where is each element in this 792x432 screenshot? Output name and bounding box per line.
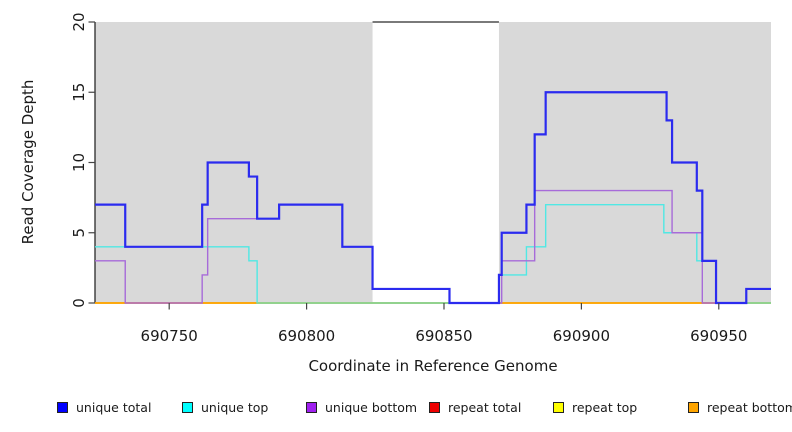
- y-tick-label: 0: [70, 298, 88, 308]
- coverage-series-lines: [95, 91, 771, 305]
- series-line-unique-top: [95, 203, 771, 304]
- legend-item-repeat-total: repeat total: [429, 398, 521, 416]
- x-tick-label: 690750: [141, 327, 198, 345]
- legend-label: unique bottom: [325, 399, 418, 415]
- shaded-region-1: [498, 22, 771, 303]
- axis-ticks-and-labels: 0 5 10 15 20 690750 690800 690850 690900 690950: [70, 12, 747, 345]
- series-line-unique-total: [95, 91, 771, 305]
- chart-legend: unique total unique top unique bottom repea…: [0, 398, 792, 420]
- legend-item-repeat-bottom: repeat bottom: [688, 398, 792, 416]
- x-tick-label: 690900: [553, 327, 610, 345]
- y-tick-label: 20: [70, 12, 88, 31]
- legend-item-unique-top: unique top: [182, 398, 268, 416]
- legend-item-unique-total: unique total: [57, 398, 151, 416]
- x-axis-title: Coordinate in Reference Genome: [308, 357, 557, 375]
- legend-label: unique top: [201, 399, 269, 415]
- shaded-target-regions: [95, 22, 771, 303]
- y-axis-title: Read Coverage Depth: [19, 80, 37, 245]
- legend-item-unique-bottom: unique bottom: [306, 398, 417, 416]
- legend-label: repeat total: [448, 399, 522, 415]
- unique-top-swatch-icon: [182, 401, 193, 413]
- repeat-total-swatch-icon: [429, 401, 440, 413]
- legend-label: repeat bottom: [707, 399, 792, 415]
- unique-total-swatch-icon: [57, 401, 68, 413]
- legend-item-repeat-top: repeat top: [553, 398, 637, 416]
- y-tick-label: 5: [70, 228, 88, 238]
- repeat-top-swatch-icon: [553, 401, 564, 413]
- x-tick-label: 690950: [690, 327, 747, 345]
- y-tick-label: 10: [70, 153, 88, 172]
- y-tick-label: 15: [70, 83, 88, 102]
- x-tick-label: 690800: [278, 327, 335, 345]
- legend-label: repeat top: [572, 399, 638, 415]
- x-tick-label: 690850: [415, 327, 472, 345]
- repeat-bottom-swatch-icon: [688, 401, 699, 413]
- unique-bottom-swatch-icon: [306, 401, 317, 413]
- legend-label: unique total: [76, 399, 152, 415]
